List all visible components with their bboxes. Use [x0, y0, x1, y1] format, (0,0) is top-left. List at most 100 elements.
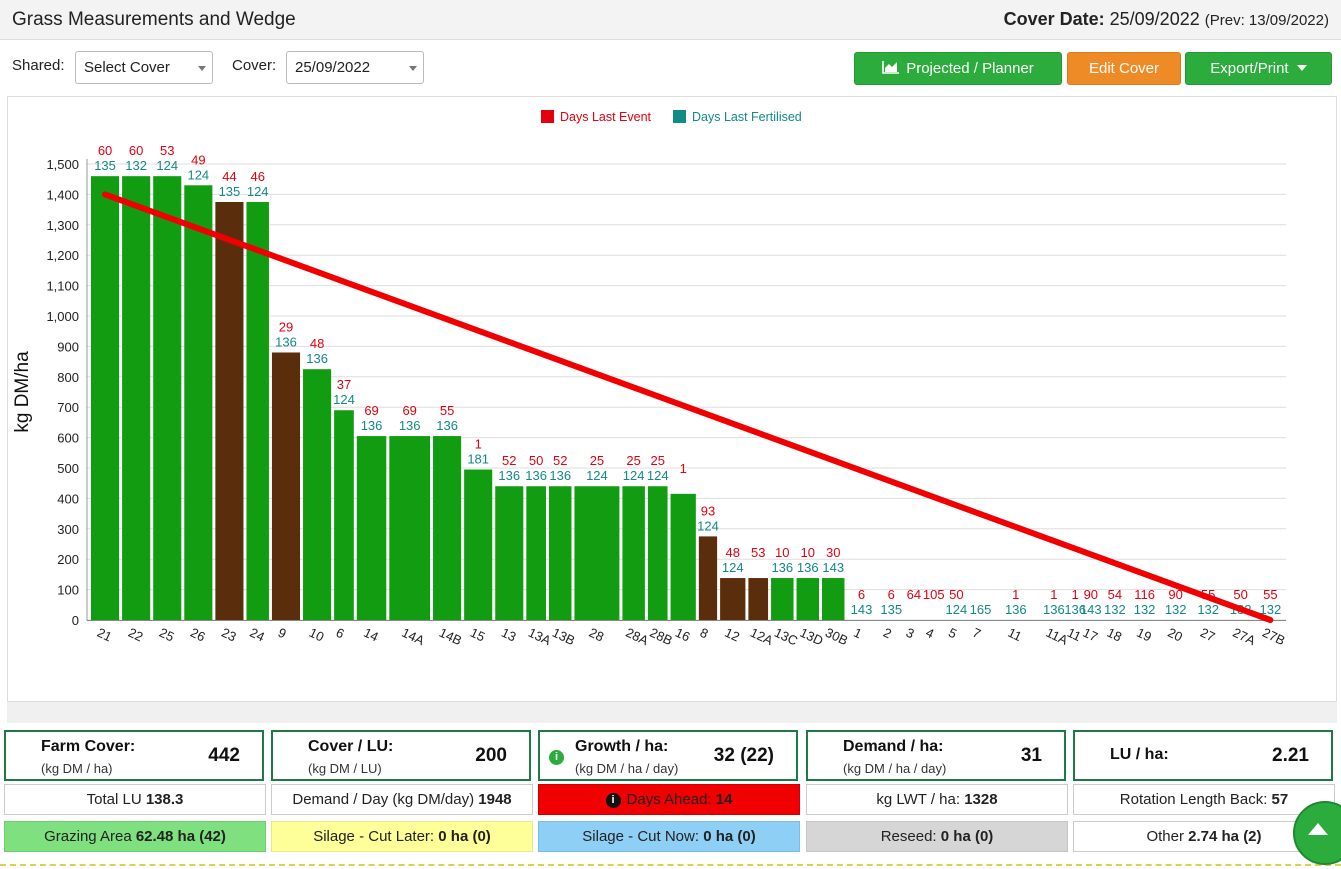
bar	[91, 176, 120, 620]
farm-cover-value: 442	[208, 745, 240, 766]
x-tick-label: 12A	[748, 625, 776, 649]
x-tick-label: 27	[1198, 625, 1217, 645]
bar	[153, 176, 182, 620]
cover-date: Cover Date: 25/09/2022 (Prev: 13/09/2022…	[1004, 9, 1329, 30]
cover-select[interactable]: 25/09/2022	[286, 51, 424, 84]
chart-footer	[7, 701, 1337, 723]
x-tick-label: 10	[307, 625, 326, 645]
x-tick-label: 2	[881, 625, 894, 642]
bar	[748, 578, 769, 620]
fertilised-label: 132	[125, 158, 147, 173]
event-label: 90	[1084, 587, 1098, 602]
chevron-down-icon	[409, 66, 417, 71]
fertilised-label: 135	[219, 184, 241, 199]
event-label: 46	[250, 169, 264, 184]
grazing-label: Grazing Area	[44, 828, 132, 845]
event-label: 105	[923, 587, 945, 602]
fertilised-label: 136	[1043, 602, 1065, 617]
arrow-up-icon	[1308, 823, 1328, 835]
y-tick-label: 900	[57, 339, 79, 354]
x-tick-label: 8	[698, 625, 711, 642]
event-label: 60	[98, 143, 112, 158]
event-label: 52	[502, 453, 516, 468]
fertilised-label: 132	[1197, 602, 1219, 617]
y-tick-label: 600	[57, 431, 79, 446]
info-icon[interactable]: i	[549, 750, 564, 765]
event-label: 55	[440, 403, 454, 418]
x-tick-label: 11	[1006, 625, 1025, 644]
x-tick-label: 22	[126, 625, 145, 645]
grazing-value: 62.48 ha (42)	[135, 828, 226, 845]
event-label: 60	[129, 143, 143, 158]
farm-cover-title: Farm Cover:	[41, 738, 136, 755]
fertilised-label: 136	[361, 418, 383, 433]
cover-lu-box: Cover / LU: (kg DM / LU) 200	[271, 730, 531, 781]
fertilised-label: 124	[722, 560, 744, 575]
x-tick-label: 11	[1065, 625, 1084, 644]
event-label: 6	[888, 587, 895, 602]
farm-cover-unit: (kg DM / ha)	[41, 761, 113, 776]
kg-lwt-value: 1328	[964, 791, 998, 808]
shared-select[interactable]: Select Cover	[75, 51, 213, 84]
bar	[356, 436, 387, 620]
silage-now-value: 0 ha (0)	[703, 828, 756, 845]
x-tick-label: 18	[1105, 625, 1124, 645]
bar	[389, 436, 431, 620]
page-title: Grass Measurements and Wedge	[12, 9, 296, 30]
x-tick-label: 27A	[1230, 625, 1258, 649]
x-tick-label: 27B	[1260, 625, 1287, 648]
grazing-area-cell: Grazing Area 62.48 ha (42)	[4, 821, 266, 852]
x-tick-label: 1	[851, 625, 864, 642]
silage-later-label: Silage - Cut Later:	[313, 828, 435, 845]
bar	[334, 410, 354, 620]
bar	[215, 202, 244, 620]
cover-label: Cover:	[232, 57, 277, 74]
bar	[647, 486, 668, 620]
cover-lu-title: Cover / LU:	[308, 738, 394, 755]
growth-box: i Growth / ha: (kg DM / ha / day) 32 (22…	[538, 730, 798, 781]
legend-label: Days Last Fertilised	[692, 110, 802, 124]
projected-planner-button[interactable]: Projected / Planner	[854, 52, 1062, 85]
y-tick-label: 100	[57, 583, 79, 598]
y-tick-label: 1,400	[46, 187, 79, 202]
x-tick-label: 5	[946, 625, 959, 642]
event-label: 1	[1072, 587, 1079, 602]
shared-label: Shared:	[12, 57, 65, 74]
export-print-button[interactable]: Export/Print	[1185, 52, 1332, 85]
demand-value: 31	[1020, 745, 1042, 766]
event-label: 50	[529, 453, 543, 468]
x-tick-label: 28A	[623, 625, 651, 649]
event-label: 29	[279, 319, 293, 334]
bar	[622, 486, 645, 620]
x-tick-label: 24	[248, 625, 267, 645]
x-tick-label: 16	[673, 625, 692, 645]
event-label: 50	[1233, 587, 1247, 602]
toolbar: Shared: Select Cover Cover: 25/09/2022 P…	[0, 41, 1341, 93]
fertilised-label: 124	[333, 392, 355, 407]
fertilised-label: 124	[697, 518, 719, 533]
event-label: 1	[680, 461, 687, 476]
fertilised-label: 136	[771, 560, 793, 575]
scroll-top-button[interactable]	[1293, 801, 1341, 865]
x-tick-label: 13A	[526, 625, 554, 649]
fertilised-label: 132	[1104, 602, 1126, 617]
bar	[495, 486, 524, 620]
bar	[464, 469, 493, 620]
info-icon[interactable]: i	[605, 793, 621, 808]
days-ahead-value: 14	[715, 791, 733, 808]
bar	[303, 369, 332, 620]
y-tick-label: 800	[57, 370, 79, 385]
x-tick-label: 14B	[437, 625, 464, 648]
bar	[246, 202, 269, 620]
fertilised-label: 124	[623, 468, 645, 483]
fertilised-label: 136	[797, 560, 819, 575]
edit-cover-button[interactable]: Edit Cover	[1067, 52, 1181, 85]
bar	[184, 185, 213, 620]
cover-lu-unit: (kg DM / LU)	[308, 761, 382, 776]
event-label: 48	[310, 336, 324, 351]
event-label: 44	[222, 169, 236, 184]
event-label: 53	[751, 545, 765, 560]
rotation-cell: Rotation Length Back: 57	[1073, 784, 1335, 815]
bar	[548, 486, 572, 620]
fertilised-label: 135	[880, 602, 902, 617]
